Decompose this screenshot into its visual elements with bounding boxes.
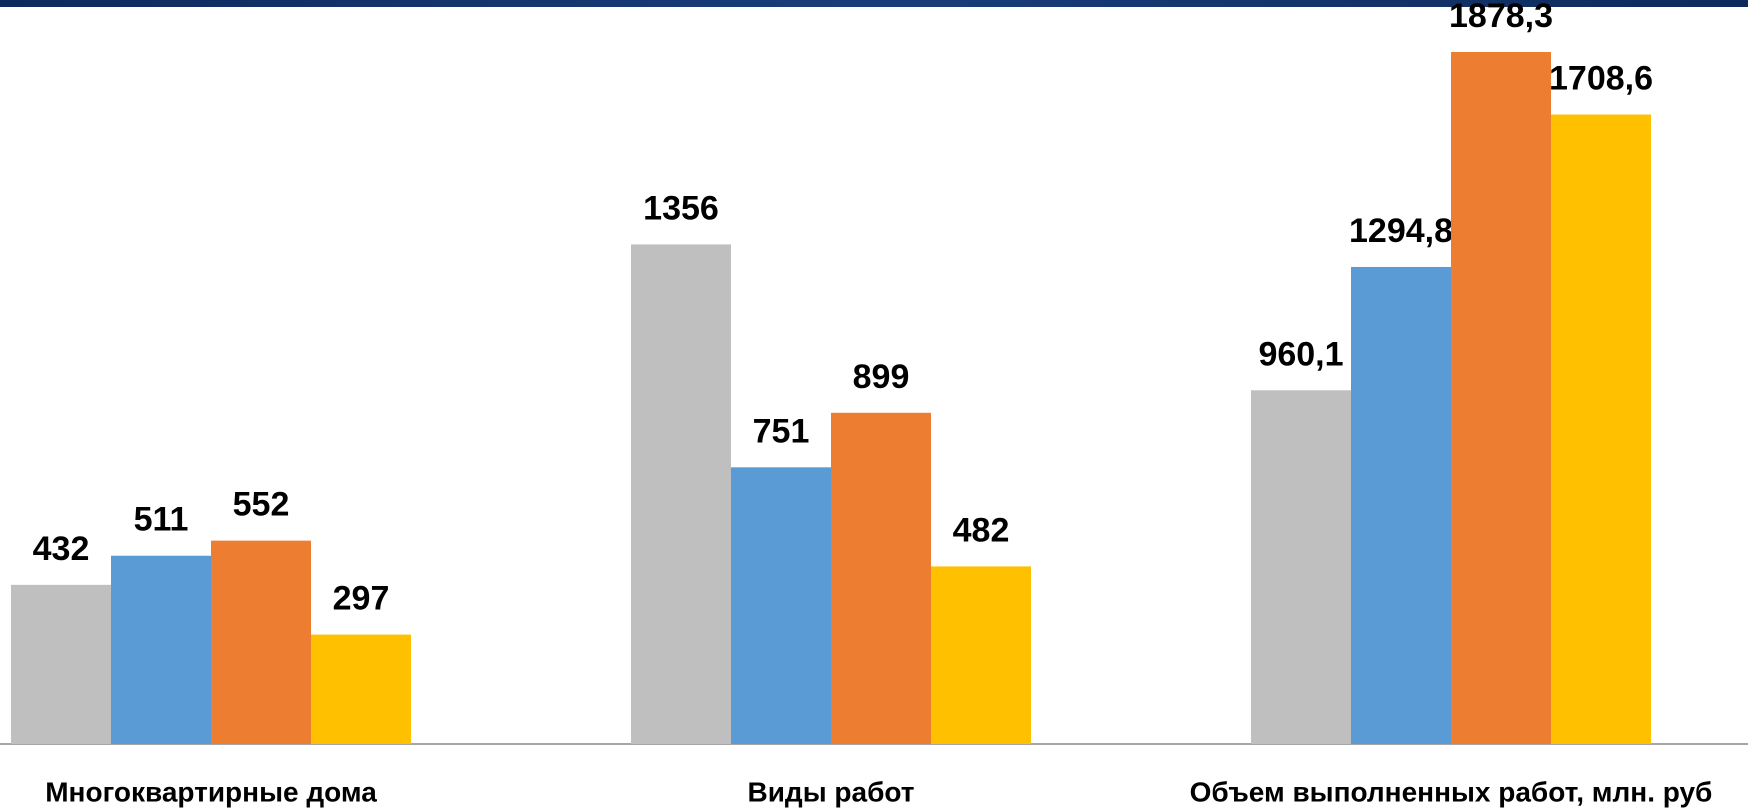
- data-label: 511: [134, 501, 189, 539]
- bar: [931, 566, 1031, 744]
- data-label: 432: [33, 530, 90, 568]
- bar: [1551, 114, 1651, 745]
- data-label: 1294,8: [1349, 212, 1453, 250]
- x-tick-label: Виды работ: [748, 776, 915, 807]
- data-label: 1356: [643, 189, 719, 227]
- data-label: 960,1: [1258, 335, 1343, 373]
- bar: [211, 540, 311, 744]
- data-label: 297: [333, 580, 390, 618]
- bar: [1251, 390, 1351, 744]
- bar: [311, 634, 411, 744]
- bar: [631, 244, 731, 744]
- data-label: 482: [953, 511, 1010, 549]
- bar: [1451, 52, 1551, 744]
- data-label: 751: [753, 412, 810, 450]
- data-label: 899: [853, 358, 910, 396]
- x-tick-label: Объем выполненных работ, млн. руб: [1190, 776, 1713, 807]
- header-strip: [0, 0, 1748, 7]
- bar: [111, 555, 211, 744]
- data-label: 552: [233, 486, 290, 524]
- bar: [11, 584, 111, 744]
- bar: [731, 467, 831, 744]
- bar: [1351, 266, 1451, 744]
- x-tick-label: Многоквартирные дома: [45, 776, 377, 807]
- data-label: 1878,3: [1449, 0, 1553, 35]
- data-label: 1708,6: [1549, 60, 1653, 98]
- bar: [831, 412, 931, 744]
